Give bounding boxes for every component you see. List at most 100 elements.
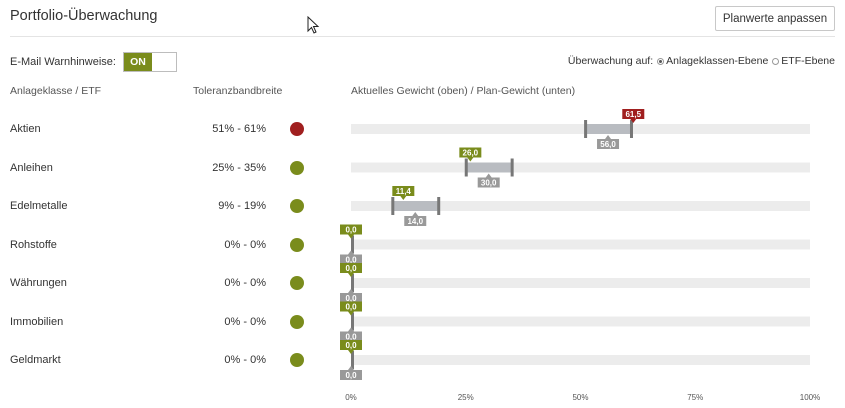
current-flag-4 bbox=[340, 263, 362, 273]
current-flag-2 bbox=[392, 186, 415, 196]
row-tolerance-6: 0% - 0% bbox=[224, 354, 266, 366]
track-bar-4 bbox=[351, 278, 810, 288]
band-cap-right-2 bbox=[437, 197, 441, 215]
current-flag-pointer-0 bbox=[630, 119, 637, 123]
current-flag-pointer-2 bbox=[400, 196, 407, 200]
plan-flag-pointer-2 bbox=[412, 212, 419, 216]
axis-tick-label-2: 50% bbox=[572, 393, 588, 402]
plan-flag-2 bbox=[404, 216, 427, 226]
status-indicator-1 bbox=[290, 160, 304, 175]
current-flag-pointer-6 bbox=[348, 350, 354, 354]
title-divider bbox=[10, 36, 835, 37]
current-value-label-0: 61,5 bbox=[625, 110, 641, 119]
status-indicator-5 bbox=[290, 314, 304, 329]
current-value-label-1: 26,0 bbox=[463, 149, 479, 158]
axis-tick-label-4: 100% bbox=[800, 393, 820, 402]
status-indicator-3 bbox=[290, 237, 304, 252]
track-bar-5 bbox=[351, 316, 810, 327]
plan-value-label-6: 0,0 bbox=[345, 371, 357, 380]
current-value-label-4: 0,0 bbox=[345, 264, 357, 273]
email-warn-label: E-Mail Warnhinweise: bbox=[10, 56, 116, 68]
row-label-6: Geldmarkt bbox=[10, 354, 61, 366]
band-cap-4 bbox=[351, 274, 354, 292]
current-flag-0 bbox=[622, 109, 645, 119]
current-flag-5 bbox=[340, 301, 362, 312]
current-value-label-3: 0,0 bbox=[345, 226, 357, 235]
adjust-plan-button[interactable]: Planwerte anpassen bbox=[715, 6, 835, 31]
band-cap-right-0 bbox=[629, 120, 633, 138]
plan-flag-pointer-3 bbox=[348, 250, 354, 255]
track-bar-3 bbox=[351, 239, 810, 250]
plan-flag-pointer-1 bbox=[485, 173, 492, 178]
current-flag-pointer-1 bbox=[467, 157, 474, 162]
axis-tick-label-3: 75% bbox=[687, 393, 703, 402]
band-cap-3 bbox=[351, 235, 354, 254]
tolerance-band-1 bbox=[465, 162, 512, 173]
radio-asset-class-level[interactable] bbox=[657, 57, 665, 65]
plan-value-label-1: 30,0 bbox=[481, 179, 497, 188]
column-header-weights: Aktuelles Gewicht (oben) / Plan-Gewicht … bbox=[351, 85, 576, 97]
row-label-3: Rohstoffe bbox=[10, 238, 57, 251]
band-cap-5 bbox=[351, 312, 354, 331]
axis-tick-label-1: 25% bbox=[458, 393, 474, 402]
mouse-cursor-icon bbox=[307, 16, 320, 34]
band-cap-left-1 bbox=[464, 158, 468, 177]
option-asset-class-level[interactable]: Anlageklassen-Ebene bbox=[666, 55, 769, 67]
row-tolerance-1: 25% - 35% bbox=[212, 161, 266, 174]
row-label-2: Edelmetalle bbox=[10, 200, 68, 212]
current-flag-pointer-5 bbox=[348, 311, 354, 316]
row-tolerance-2: 9% - 19% bbox=[218, 200, 266, 212]
plan-flag-5 bbox=[340, 331, 362, 342]
track-bar-6 bbox=[351, 355, 810, 365]
page-title: Portfolio-Überwachung bbox=[10, 8, 158, 24]
row-tolerance-0: 51% - 61% bbox=[212, 123, 266, 135]
row-label-1: Anleihen bbox=[10, 161, 53, 174]
plan-value-label-5: 0,0 bbox=[345, 333, 357, 342]
plan-flag-pointer-6 bbox=[348, 366, 354, 370]
toggle-on-label: ON bbox=[124, 53, 152, 71]
status-indicator-6 bbox=[290, 353, 304, 367]
monitoring-label: Überwachung auf: bbox=[567, 55, 654, 67]
plan-flag-4 bbox=[340, 293, 362, 303]
band-cap-6 bbox=[351, 351, 354, 369]
plan-flag-pointer-5 bbox=[348, 327, 354, 332]
status-indicator-4 bbox=[290, 276, 304, 290]
plan-value-label-2: 14,0 bbox=[407, 217, 423, 226]
row-tolerance-5: 0% - 0% bbox=[224, 315, 266, 328]
current-flag-pointer-4 bbox=[348, 273, 354, 277]
tolerance-band-2 bbox=[392, 201, 439, 211]
plan-flag-pointer-4 bbox=[348, 289, 354, 293]
current-value-label-2: 11,4 bbox=[396, 187, 412, 196]
radio-etf-level[interactable] bbox=[772, 57, 780, 65]
row-label-0: Aktien bbox=[10, 123, 41, 135]
column-header-tolerance: Toleranzbandbreite bbox=[193, 85, 283, 97]
plan-value-label-3: 0,0 bbox=[345, 256, 357, 265]
plan-flag-6 bbox=[340, 370, 362, 380]
plan-flag-0 bbox=[597, 139, 620, 149]
email-warn-toggle[interactable]: ON bbox=[123, 52, 177, 72]
axis-tick-label-0: 0% bbox=[345, 393, 357, 402]
row-label-5: Immobilien bbox=[10, 315, 64, 328]
current-value-label-5: 0,0 bbox=[345, 303, 357, 312]
column-header-asset-class: Anlageklasse / ETF bbox=[10, 85, 102, 97]
option-etf-level[interactable]: ETF-Ebene bbox=[781, 55, 835, 67]
plan-flag-1 bbox=[477, 177, 500, 188]
band-cap-left-2 bbox=[391, 197, 395, 215]
band-cap-right-1 bbox=[510, 158, 514, 177]
tolerance-band-0 bbox=[585, 124, 631, 134]
plan-flag-3 bbox=[340, 254, 362, 265]
plan-value-label-4: 0,0 bbox=[345, 294, 357, 303]
row-label-4: Währungen bbox=[10, 277, 67, 289]
row-tolerance-3: 0% - 0% bbox=[224, 238, 266, 251]
monitoring-level-selector: Überwachung auf: Anlageklassen-Ebene ETF… bbox=[568, 55, 835, 67]
status-indicator-2 bbox=[290, 199, 304, 213]
plan-flag-pointer-0 bbox=[605, 135, 612, 139]
current-flag-pointer-3 bbox=[348, 234, 354, 239]
current-value-label-6: 0,0 bbox=[345, 341, 357, 350]
track-bar-0 bbox=[351, 124, 810, 134]
current-flag-6 bbox=[340, 340, 362, 350]
row-tolerance-4: 0% - 0% bbox=[224, 277, 266, 289]
track-bar-2 bbox=[351, 201, 810, 211]
plan-value-label-0: 56,0 bbox=[600, 140, 616, 149]
